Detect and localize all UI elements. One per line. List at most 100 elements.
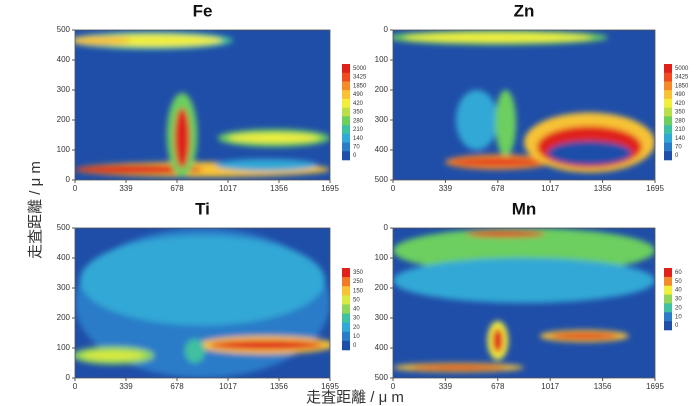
panel-title: Zn <box>514 1 535 20</box>
heatmap-region <box>492 328 504 353</box>
colorbar-segment <box>342 295 350 305</box>
colorbar-label: 40 <box>353 307 360 313</box>
colorbar-label: 3425 <box>353 75 367 81</box>
heatmap-field <box>393 228 655 378</box>
heatmap-region <box>184 339 206 363</box>
heatmap-region <box>75 165 203 174</box>
y-tick-label: 200 <box>375 283 389 292</box>
x-tick-label: 1695 <box>321 382 339 391</box>
x-tick-label: 1695 <box>646 184 664 193</box>
colorbar-segment <box>664 72 672 82</box>
colorbar-label: 350 <box>353 110 364 116</box>
colorbar-label: 0 <box>353 343 357 349</box>
colorbar-segment <box>664 142 672 152</box>
colorbar-segment <box>342 90 350 100</box>
heatmap-field <box>393 30 655 180</box>
x-tick-label: 0 <box>391 382 396 391</box>
y-tick-label: 300 <box>57 283 71 292</box>
colorbar-label: 3425 <box>675 75 689 81</box>
colorbar-segment <box>664 303 672 313</box>
colorbar-segment <box>342 286 350 296</box>
colorbar-segment <box>342 107 350 117</box>
colorbar-label: 250 <box>353 279 364 285</box>
x-tick-label: 1017 <box>541 184 559 193</box>
x-tick-label: 1017 <box>219 184 237 193</box>
y-tick-label: 100 <box>375 253 389 262</box>
x-tick-label: 0 <box>73 184 78 193</box>
panel-title: Mn <box>512 199 537 218</box>
y-tick-label: 0 <box>66 373 71 382</box>
plot-frame <box>74 29 331 181</box>
y-tick-label: 500 <box>57 25 71 34</box>
colorbar-label: 210 <box>675 127 686 133</box>
y-tick-label: 200 <box>57 313 71 322</box>
panel-title: Fe <box>193 1 213 20</box>
heatmap-region <box>393 258 655 303</box>
plot-frame <box>392 29 656 181</box>
colorbar-segment <box>342 142 350 152</box>
colorbar-segment <box>664 125 672 135</box>
y-tick-label: 400 <box>375 343 389 352</box>
x-tick-label: 339 <box>119 184 133 193</box>
colorbar-label: 490 <box>353 92 364 98</box>
heatmap-region <box>403 33 593 42</box>
x-tick-label: 678 <box>170 382 184 391</box>
y-tick-label: 500 <box>57 223 71 232</box>
x-tick-label: 1695 <box>321 184 339 193</box>
colorbar-segment <box>664 268 672 278</box>
colorbar-label: 20 <box>353 325 360 331</box>
heatmap-region <box>228 133 320 143</box>
x-tick-label: 339 <box>439 184 453 193</box>
colorbar-label: 70 <box>675 144 682 150</box>
colorbar-label: 50 <box>353 297 360 303</box>
colorbar-label: 10 <box>353 334 360 340</box>
colorbar-segment <box>664 107 672 117</box>
y-tick-label: 100 <box>57 145 71 154</box>
colorbar-segment <box>664 98 672 108</box>
x-tick-label: 1017 <box>541 382 559 391</box>
colorbar-segment <box>342 304 350 314</box>
heatmap-region <box>75 36 132 45</box>
heatmap-blobs <box>393 228 655 372</box>
colorbar-segment <box>342 98 350 108</box>
y-tick-label: 0 <box>384 223 389 232</box>
colorbar-label: 30 <box>675 297 682 303</box>
y-tick-label: 500 <box>375 175 389 184</box>
heatmap-region <box>215 159 318 171</box>
y-tick-label: 100 <box>57 343 71 352</box>
colorbar-label: 350 <box>675 110 686 116</box>
y-tick-label: 500 <box>375 373 389 382</box>
colorbar-segment <box>342 116 350 126</box>
x-tick-label: 1017 <box>219 382 237 391</box>
colorbar-label: 0 <box>353 153 357 159</box>
y-tick-label: 200 <box>375 85 389 94</box>
colorbar-label: 40 <box>675 288 682 294</box>
colorbar-label: 50 <box>675 279 682 285</box>
colorbar-label: 5000 <box>353 66 367 72</box>
heatmap-region <box>495 90 517 156</box>
colorbar-segment <box>342 81 350 91</box>
heatmap-background <box>75 30 330 180</box>
colorbar-segment <box>342 72 350 82</box>
x-tick-label: 678 <box>170 184 184 193</box>
colorbar-label: 280 <box>353 118 364 124</box>
colorbar-segment <box>664 285 672 295</box>
colorbar-segment <box>342 277 350 287</box>
heatmap-region <box>82 351 144 360</box>
y-tick-label: 300 <box>375 313 389 322</box>
heatmap-region <box>455 90 498 150</box>
colorbar-label: 10 <box>675 314 682 320</box>
colorbar-label: 140 <box>675 136 686 142</box>
colorbar-label: 20 <box>675 305 682 311</box>
x-tick-label: 1356 <box>594 184 612 193</box>
colorbar-segment <box>664 312 672 322</box>
colorbar-segment <box>664 81 672 91</box>
heatmap-field <box>75 228 330 378</box>
colorbar-segment <box>342 151 350 161</box>
y-tick-label: 400 <box>57 253 71 262</box>
colorbar-label: 0 <box>675 153 679 159</box>
x-tick-label: 678 <box>491 382 505 391</box>
colorbar-label: 210 <box>353 127 364 133</box>
x-tick-label: 1356 <box>270 382 288 391</box>
colorbar-segment <box>664 64 672 74</box>
